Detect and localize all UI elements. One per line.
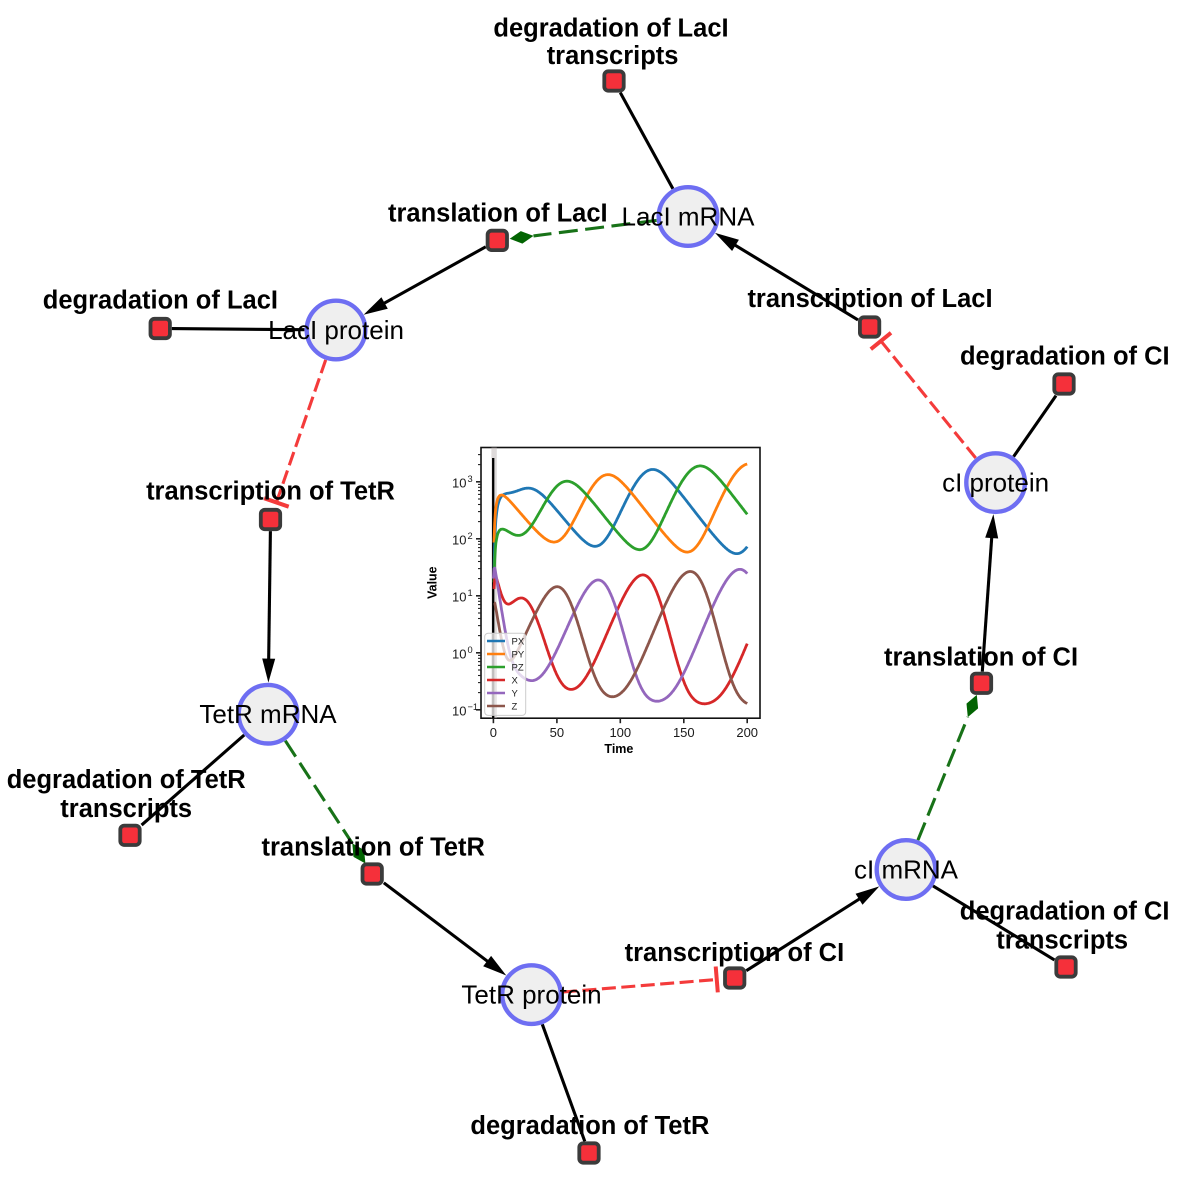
svg-text:Y: Y xyxy=(512,688,519,699)
svg-text:100: 100 xyxy=(609,725,631,740)
svg-text:10: 10 xyxy=(452,590,466,605)
svg-text:transcription of CI: transcription of CI xyxy=(625,939,845,967)
svg-text:10: 10 xyxy=(452,476,466,491)
svg-text:0: 0 xyxy=(468,645,473,655)
svg-text:transcripts: transcripts xyxy=(996,927,1128,955)
svg-text:0: 0 xyxy=(490,725,497,740)
svg-text:degradation of LacI: degradation of LacI xyxy=(493,14,728,42)
svg-text:translation of TetR: translation of TetR xyxy=(262,834,485,862)
svg-text:translation of CI: translation of CI xyxy=(884,643,1078,671)
svg-text:cI mRNA: cI mRNA xyxy=(854,855,959,885)
svg-text:TetR protein: TetR protein xyxy=(461,980,601,1010)
svg-text:LacI protein: LacI protein xyxy=(268,315,404,345)
svg-text:Time: Time xyxy=(604,742,633,756)
svg-text:Value: Value xyxy=(426,566,440,599)
svg-text:50: 50 xyxy=(550,725,564,740)
svg-text:LacI mRNA: LacI mRNA xyxy=(622,202,756,232)
svg-text:transcripts: transcripts xyxy=(547,42,679,70)
svg-text:degradation of TetR: degradation of TetR xyxy=(470,1112,709,1140)
svg-text:Z: Z xyxy=(512,701,518,712)
svg-text:10: 10 xyxy=(452,647,466,662)
svg-text:cI protein: cI protein xyxy=(942,468,1049,498)
svg-text:degradation of TetR: degradation of TetR xyxy=(7,766,246,794)
svg-text:10: 10 xyxy=(452,533,466,548)
svg-text:150: 150 xyxy=(673,725,695,740)
svg-text:X: X xyxy=(512,675,519,686)
svg-text:3: 3 xyxy=(468,474,473,484)
svg-text:200: 200 xyxy=(736,725,758,740)
svg-text:2: 2 xyxy=(468,531,473,541)
svg-text:1: 1 xyxy=(468,588,473,598)
svg-text:PZ: PZ xyxy=(512,662,524,673)
svg-text:degradation of LacI: degradation of LacI xyxy=(43,287,278,315)
svg-text:degradation of CI: degradation of CI xyxy=(960,343,1170,371)
svg-text:transcripts: transcripts xyxy=(60,795,192,823)
svg-text:translation of LacI: translation of LacI xyxy=(388,200,608,228)
svg-text:PY: PY xyxy=(512,649,525,660)
svg-text:transcription of TetR: transcription of TetR xyxy=(146,477,395,505)
svg-text:transcription of LacI: transcription of LacI xyxy=(747,285,992,313)
svg-text:degradation of CI: degradation of CI xyxy=(960,898,1170,926)
svg-text:PX: PX xyxy=(512,636,525,647)
svg-text:10: 10 xyxy=(452,704,466,719)
svg-text:TetR mRNA: TetR mRNA xyxy=(199,699,337,729)
svg-text:−1: −1 xyxy=(468,702,479,712)
